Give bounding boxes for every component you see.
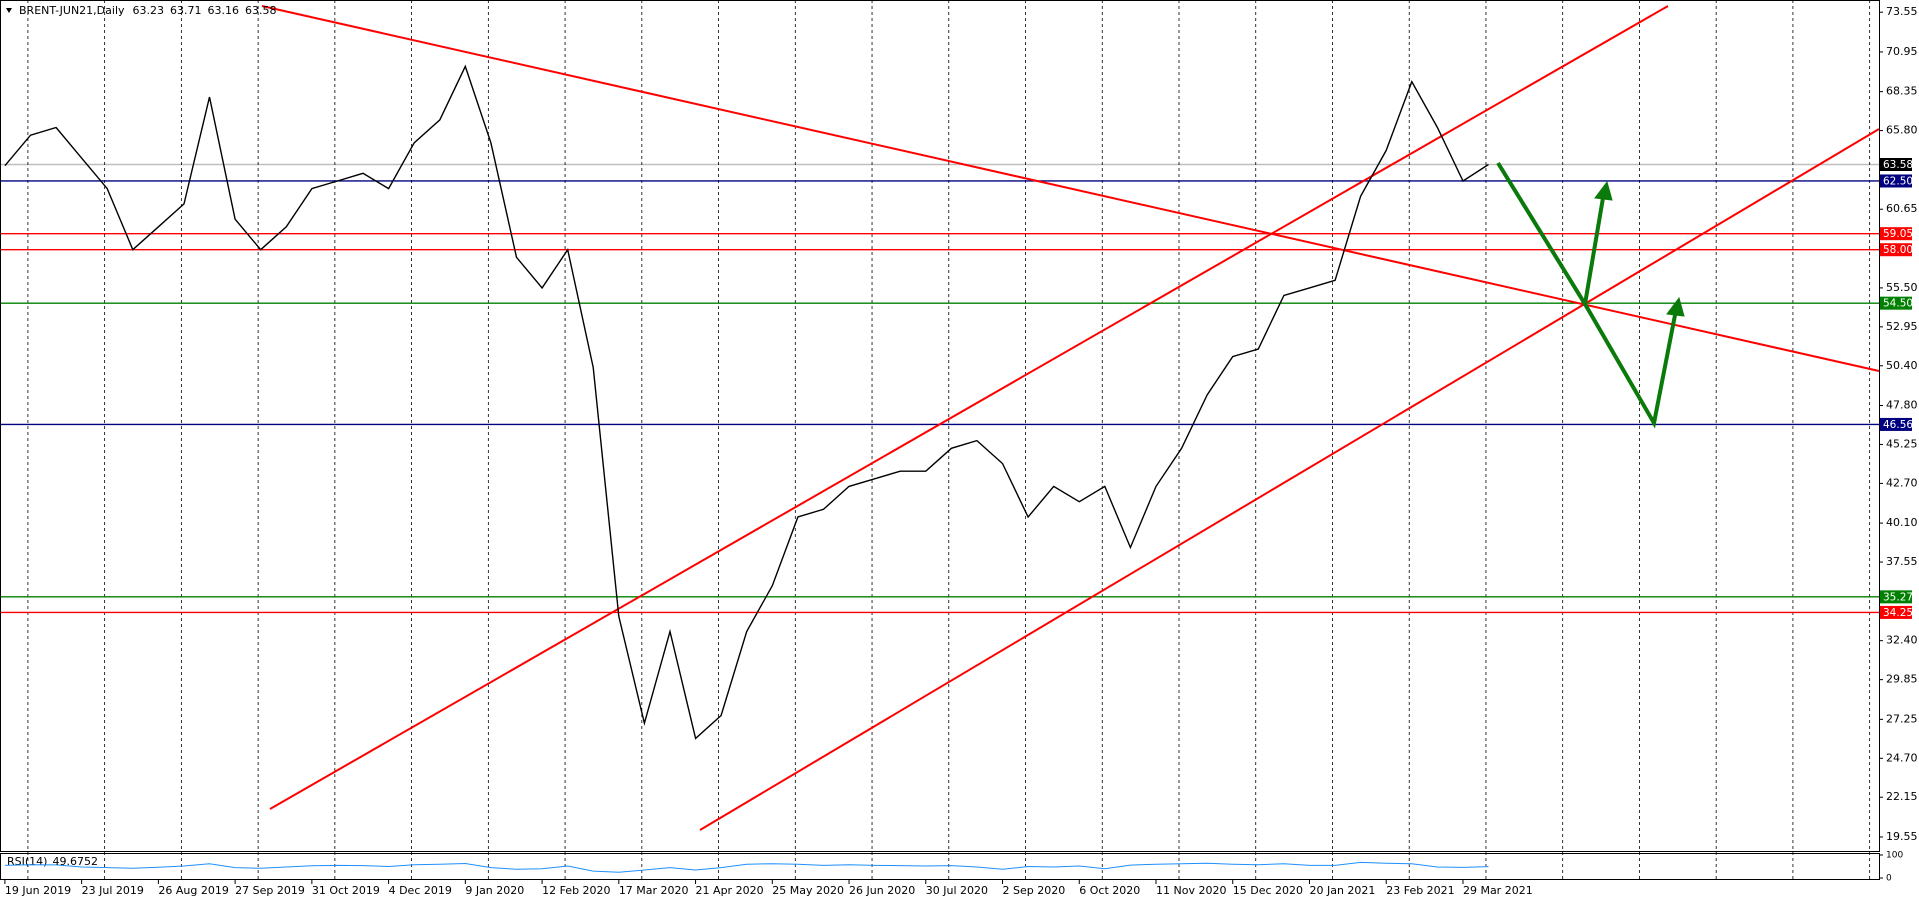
y-tick-label: 73.55 (1886, 5, 1918, 18)
x-tick-label: 4 Dec 2019 (389, 884, 452, 897)
x-tick-label: 2 Sep 2020 (1003, 884, 1066, 897)
y-tick-label: 40.10 (1886, 516, 1918, 529)
y-tick-label: 27.25 (1886, 712, 1918, 725)
x-tick-label: 30 Jul 2020 (926, 884, 988, 897)
price-tag (1880, 590, 1912, 604)
x-tick-label: 21 Apr 2020 (696, 884, 764, 897)
rsi-tick-label: 100 (1886, 851, 1903, 861)
price-tag-label: 46.56 (1883, 419, 1913, 431)
price-tag (1880, 296, 1912, 310)
arrow-head (1594, 180, 1613, 201)
ohlc-value: 63.23 (133, 4, 165, 17)
y-tick-label: 55.50 (1886, 281, 1918, 294)
y-tick-label: 19.55 (1886, 830, 1918, 843)
arrow (1583, 302, 1678, 429)
price-tag-label: 58.00 (1883, 244, 1913, 256)
x-tick-label: 25 May 2020 (772, 884, 844, 897)
x-tick-label: 11 Nov 2020 (1156, 884, 1226, 897)
y-tick-label: 60.65 (1886, 202, 1918, 215)
x-tick-label: 23 Feb 2021 (1386, 884, 1454, 897)
arrow-head (1666, 296, 1685, 317)
ohlc-value: 63.16 (208, 4, 240, 17)
rsi-value: 49.6752 (52, 855, 98, 868)
price-tag (1880, 605, 1912, 619)
y-tick-label: 29.85 (1886, 673, 1918, 686)
price-tag (1880, 157, 1912, 171)
forecast-arrows (1496, 161, 1685, 429)
y-tick-label: 47.80 (1886, 398, 1918, 411)
x-tick-label: 27 Sep 2019 (235, 884, 305, 897)
trend-lines (261, 5, 1880, 831)
price-tag-label: 59.05 (1883, 228, 1913, 240)
x-tick-label: 15 Dec 2020 (1233, 884, 1303, 897)
x-tick-label: 26 Jun 2020 (849, 884, 915, 897)
y-tick-label: 68.35 (1886, 85, 1918, 98)
price-tag (1880, 417, 1912, 431)
x-tick-label: 19 Jun 2019 (5, 884, 71, 897)
trend-line (261, 5, 1880, 372)
price-axis: 73.55 70.95 68.35 65.80 60.65 55.50 52.95 50.40… (1879, 5, 1918, 884)
grid: 19 Jun 2019 23 Jul 2019 26 Aug 2019 27 Sep … (4, 0, 1871, 897)
y-tick-label: 70.95 (1886, 45, 1918, 58)
price-tag (1880, 227, 1912, 241)
y-tick-label: 32.40 (1886, 634, 1918, 647)
x-tick-label: 9 Jan 2020 (465, 884, 524, 897)
trend-line (269, 5, 1669, 810)
price-tag-label: 35.27 (1883, 591, 1913, 603)
x-tick-label: 12 Feb 2020 (542, 884, 610, 897)
trend-line (699, 128, 1880, 831)
chart-title: BRENT-JUN21,Daily (19, 4, 125, 17)
x-tick-label: 6 Oct 2020 (1079, 884, 1140, 897)
x-tick-label: 26 Aug 2019 (158, 884, 228, 897)
y-tick-label: 52.95 (1886, 320, 1918, 333)
x-tick-label: 17 Mar 2020 (619, 884, 689, 897)
rsi-frame (0, 853, 1880, 880)
rsi-tick-label: 0 (1886, 874, 1892, 884)
price-tag-label: 62.50 (1883, 175, 1913, 187)
ohlc-value: 63.58 (245, 4, 277, 17)
price-tag-label: 34.25 (1883, 607, 1913, 619)
x-tick-label: 23 Jul 2019 (82, 884, 144, 897)
ohlc-value: 63.71 (170, 4, 202, 17)
y-tick-label: 37.55 (1886, 555, 1918, 568)
plot-frame (0, 0, 1880, 852)
y-tick-label: 24.70 (1886, 751, 1918, 764)
menu-arrow[interactable] (6, 8, 12, 13)
price-tag (1880, 243, 1912, 257)
price-line (4, 64, 1489, 740)
y-tick-label: 65.80 (1886, 124, 1918, 137)
x-tick-label: 20 Jan 2021 (1309, 884, 1375, 897)
price-tag-label: 54.50 (1883, 298, 1913, 310)
rsi-line (4, 861, 1489, 873)
x-tick-label: 29 Mar 2021 (1463, 884, 1533, 897)
y-tick-label: 50.40 (1886, 359, 1918, 372)
x-tick-label: 31 Oct 2019 (312, 884, 380, 897)
rsi-label: RSI(14) (7, 855, 47, 868)
y-tick-label: 45.25 (1886, 437, 1918, 450)
price-tag-label: 63.58 (1883, 159, 1913, 171)
y-tick-label: 42.70 (1886, 476, 1918, 489)
y-tick-label: 22.15 (1886, 790, 1918, 803)
price-tag (1880, 174, 1912, 188)
price-layer (4, 64, 1489, 740)
